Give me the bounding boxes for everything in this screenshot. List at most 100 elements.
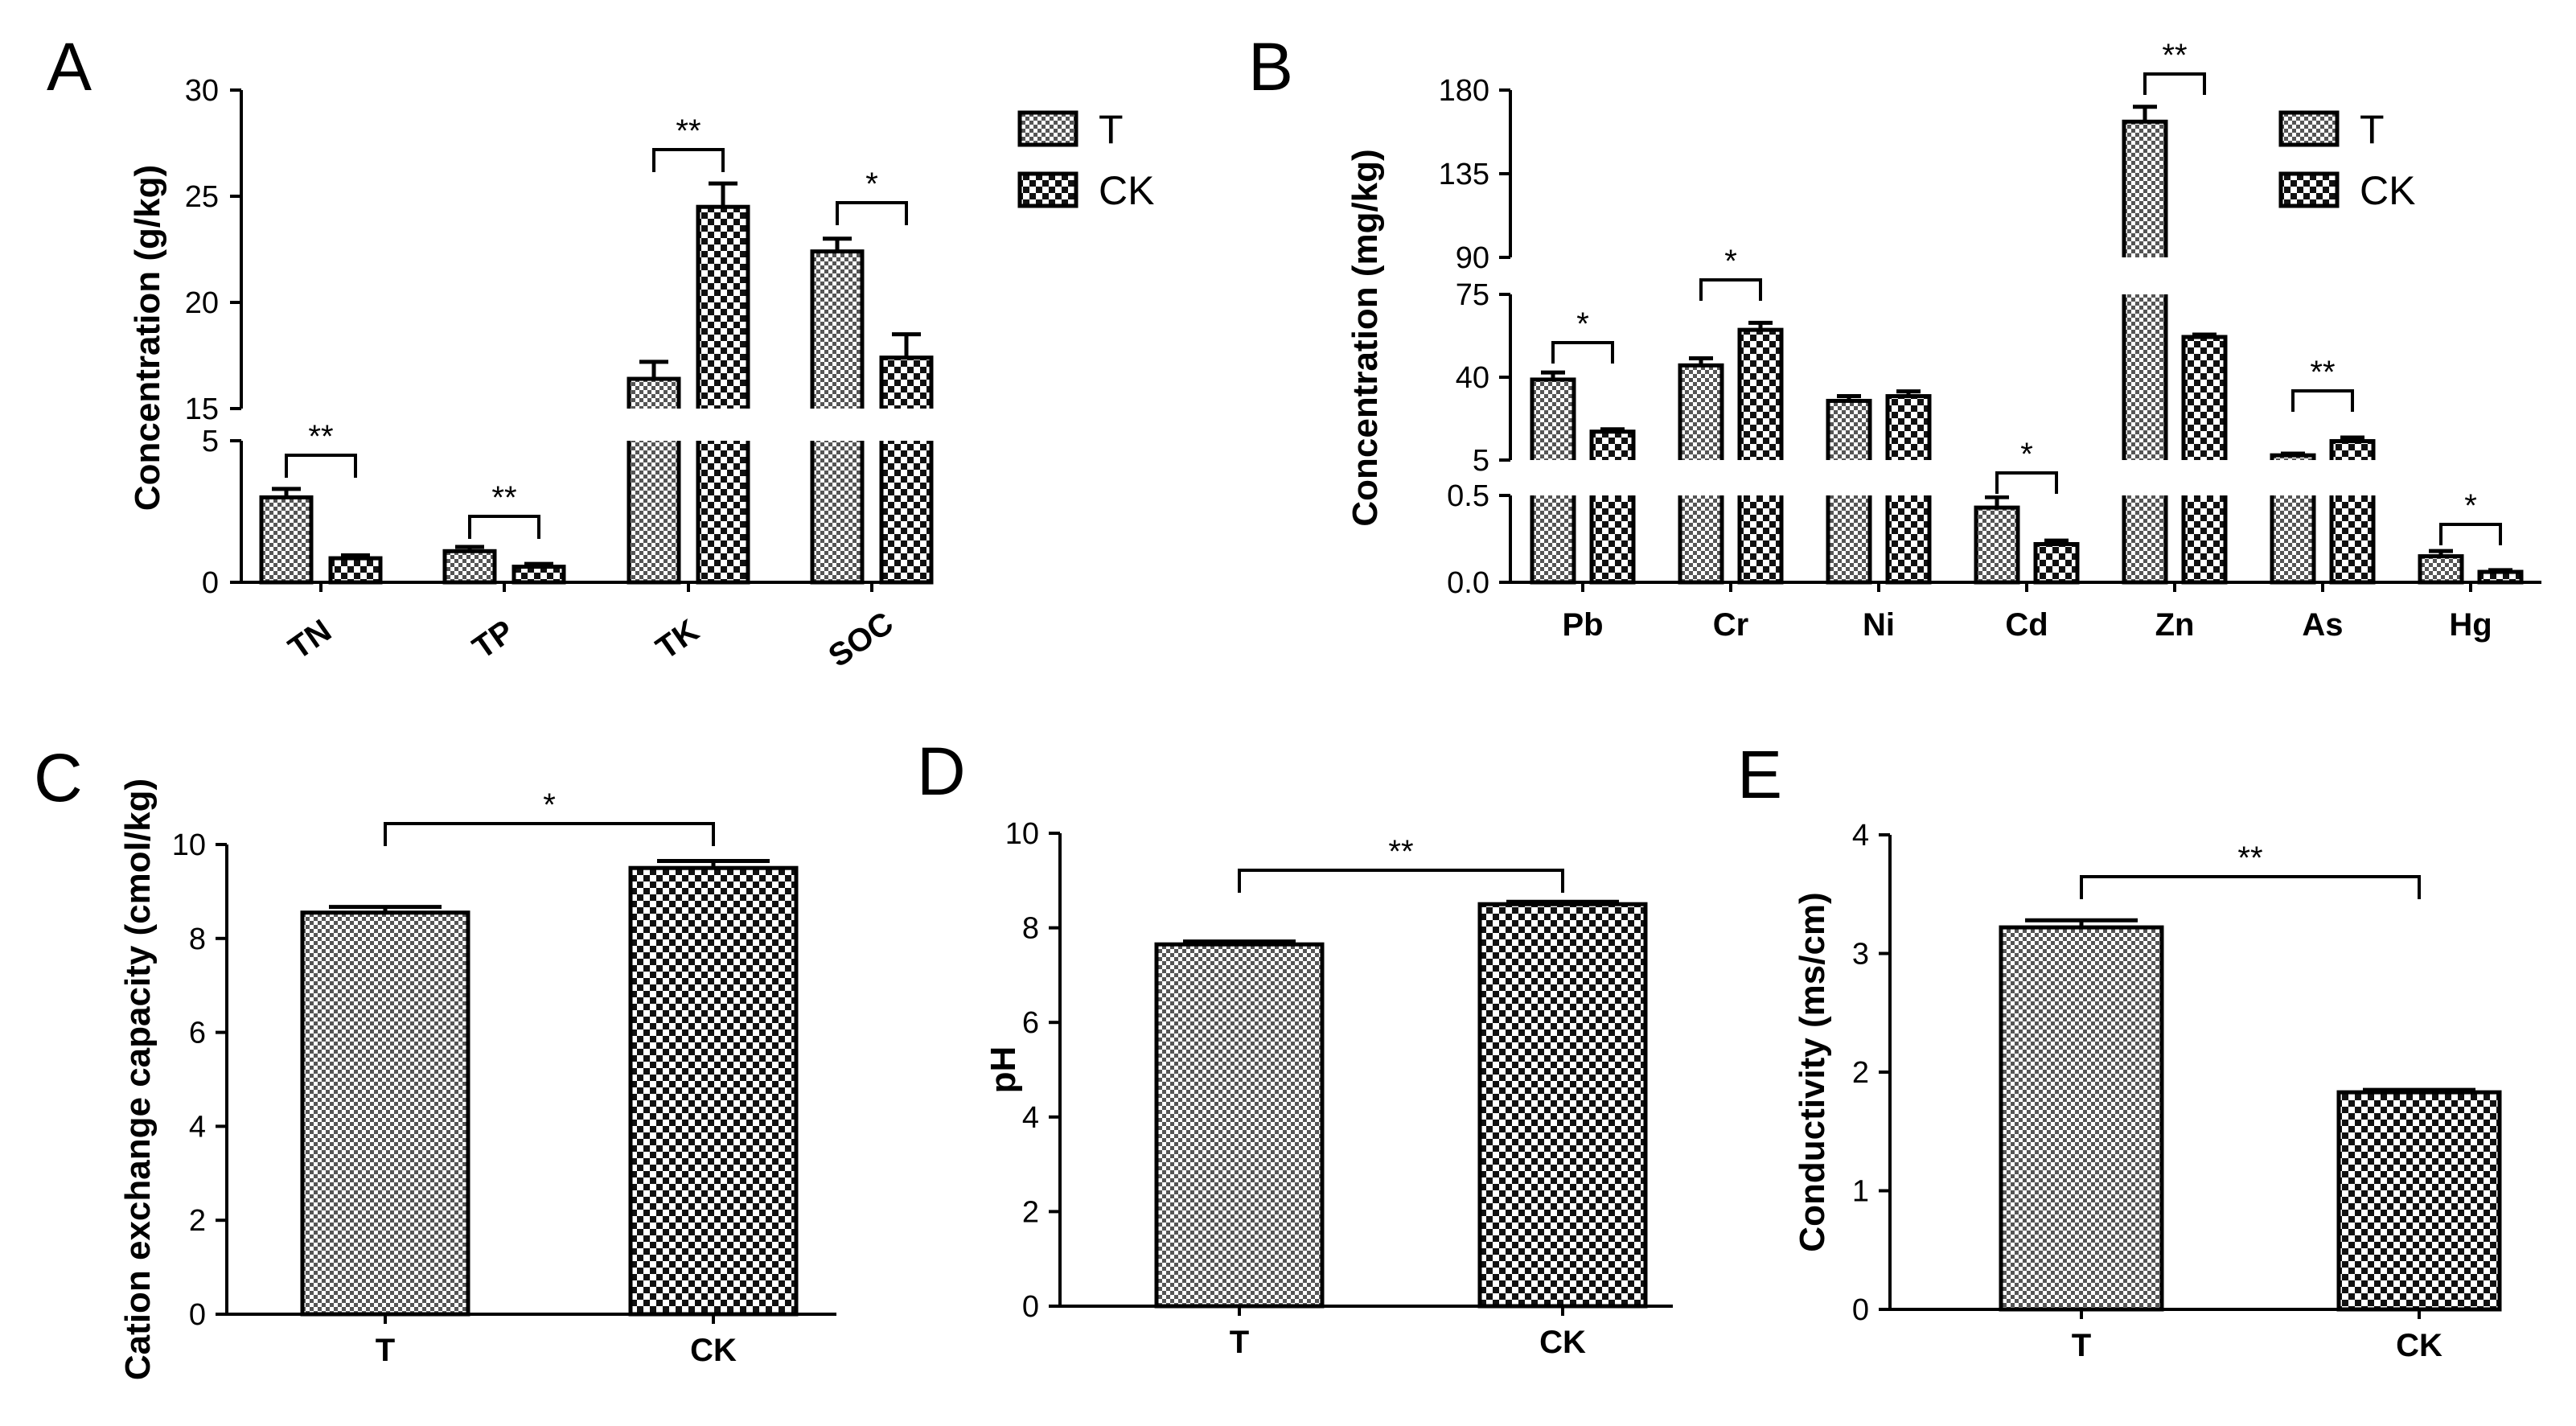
bar-ck — [1477, 902, 1648, 1309]
y-tick-label: 10 — [1005, 817, 1039, 851]
bar-ck-cd — [2033, 541, 2080, 585]
y-tick-label: 0.5 — [1447, 479, 1489, 513]
bar-ck-tn — [328, 556, 383, 585]
x-tick-label: T — [1230, 1325, 1249, 1360]
x-tick-label: CK — [1539, 1325, 1586, 1360]
bar-t-tp — [442, 549, 497, 585]
x-tick-label: T — [376, 1333, 395, 1368]
x-tick-label: T — [2072, 1328, 2091, 1363]
panel-letter-a: A — [47, 29, 92, 105]
bar-t-zn — [2122, 119, 2168, 585]
bar-ck-zn — [2181, 335, 2228, 585]
x-tick-label: Ni — [1863, 607, 1895, 643]
legend-label-ck: CK — [1099, 168, 1154, 213]
significance-tp-bracket — [468, 515, 540, 539]
x-tick-label: TK — [650, 613, 705, 667]
legend-label-t: T — [2360, 107, 2385, 152]
y-tick-label: 135 — [1439, 158, 1489, 191]
significance-tk-significance: ** — [676, 113, 700, 149]
y-axis-label: Concentration (g/kg) — [128, 165, 167, 511]
y-tick-label: 75 — [1456, 278, 1489, 312]
y-tick-label: 40 — [1456, 361, 1489, 395]
x-tick-label: Cr — [1713, 607, 1748, 643]
y-tick-label: 20 — [185, 286, 219, 320]
x-tick-label: CK — [2396, 1328, 2442, 1363]
significance-t-vs-ck-significance: * — [543, 787, 556, 823]
significance-as-significance: ** — [2310, 355, 2335, 390]
significance-t-vs-ck-significance: ** — [2237, 840, 2262, 876]
significance-soc-significance: * — [865, 166, 878, 202]
axis-break-break-band-1 — [1513, 257, 2576, 294]
y-tick-label: 2 — [189, 1204, 206, 1238]
y-tick-label: 10 — [172, 828, 206, 862]
bar-ck — [2336, 1090, 2502, 1312]
panel-letter-d: D — [917, 734, 966, 809]
y-tick-label: 0 — [202, 566, 219, 600]
y-tick-label: 90 — [1456, 241, 1489, 275]
significance-t-vs-ck-significance: ** — [1388, 834, 1413, 869]
y-tick-label: 5 — [202, 425, 219, 458]
significance-soc-bracket — [836, 201, 908, 225]
bar-ck-pb — [1589, 429, 1636, 585]
y-axis-label: Cation exchange capacity (cmol/kg) — [118, 779, 158, 1380]
legend-label-t: T — [1099, 107, 1124, 152]
y-tick-label: 1 — [1852, 1175, 1869, 1209]
significance-t-vs-ck-bracket — [1238, 869, 1564, 893]
panel-letter-e: E — [1737, 737, 1782, 812]
panel-b-heavy-metals-chart: B Concentration (mg/kg) Pb Cr Ni Cd Zn As Hg 0.0 0… — [1248, 29, 2576, 643]
bar-t — [1999, 925, 2164, 1312]
y-tick-label: 0 — [189, 1298, 206, 1332]
significance-pb-significance: * — [1576, 306, 1589, 342]
y-tick-label: 6 — [189, 1017, 206, 1050]
x-tick-label: Zn — [2155, 607, 2195, 643]
bar-ck — [628, 865, 799, 1317]
x-tick-label: Pb — [1562, 607, 1603, 643]
significance-zn-significance: ** — [2162, 38, 2187, 73]
bar-t-cd — [1974, 505, 2020, 585]
y-tick-label: 180 — [1439, 74, 1489, 108]
legend-swatch-t — [1017, 110, 1078, 147]
x-tick-label: As — [2302, 607, 2343, 643]
panel-e-conductivity-chart: E Conductivity (ms/cm) T CK 0 1 2 3 4 ** — [1737, 737, 2502, 1363]
bar-ck-tk — [696, 204, 750, 585]
axis-break-break-band-0 — [1513, 460, 2576, 495]
legend-swatch-ck — [2278, 171, 2340, 208]
y-tick-label: 8 — [1022, 912, 1039, 946]
significance-tk-bracket — [652, 148, 725, 172]
significance-zn-bracket — [2143, 72, 2206, 95]
panel-d-ph-chart: DpH T CK 0 2 4 6 8 10 ** — [917, 734, 1673, 1360]
y-tick-label: 3 — [1852, 938, 1869, 972]
y-tick-label: 6 — [1022, 1006, 1039, 1040]
y-tick-label: 0 — [1852, 1293, 1869, 1327]
axis-break-break-band-0 — [244, 409, 1450, 441]
bar-t-tn — [259, 495, 314, 585]
y-tick-label: 5 — [1473, 444, 1489, 478]
y-tick-label: 4 — [1852, 819, 1869, 853]
y-tick-label: 0 — [1022, 1290, 1039, 1324]
bar-ck-tp — [512, 565, 566, 585]
y-tick-label: 2 — [1852, 1056, 1869, 1090]
x-tick-label: SOC — [822, 605, 899, 674]
significance-tp-significance: ** — [491, 480, 516, 516]
y-axis-label: Conductivity (ms/cm) — [1793, 892, 1832, 1251]
legend-swatch-t — [2278, 110, 2340, 147]
x-tick-label: TN — [282, 613, 338, 667]
panel-a-nutrients-chart: A Concentration (g/kg) TN TP TK SOC 0 515 20 25 30… — [47, 29, 1450, 674]
y-tick-label: 15 — [185, 392, 219, 426]
panel-letter-c: C — [34, 740, 83, 816]
legend-swatch-ck — [1017, 171, 1078, 208]
y-tick-label: 4 — [189, 1110, 206, 1144]
significance-as-bracket — [2291, 389, 2354, 412]
y-tick-label: 2 — [1022, 1195, 1039, 1229]
significance-t-vs-ck-bracket — [384, 822, 715, 846]
y-axis-label: Concentration (mg/kg) — [1346, 149, 1385, 526]
panel-letter-b: B — [1248, 29, 1293, 105]
y-tick-label: 4 — [1022, 1101, 1039, 1135]
significance-cd-significance: * — [2020, 437, 2033, 472]
significance-pb-bracket — [1551, 341, 1614, 364]
x-tick-label: TP — [466, 614, 520, 666]
significance-t-vs-ck-bracket — [2080, 875, 2421, 899]
bar-ck-cr — [1737, 327, 1784, 585]
significance-tn-bracket — [285, 454, 357, 478]
